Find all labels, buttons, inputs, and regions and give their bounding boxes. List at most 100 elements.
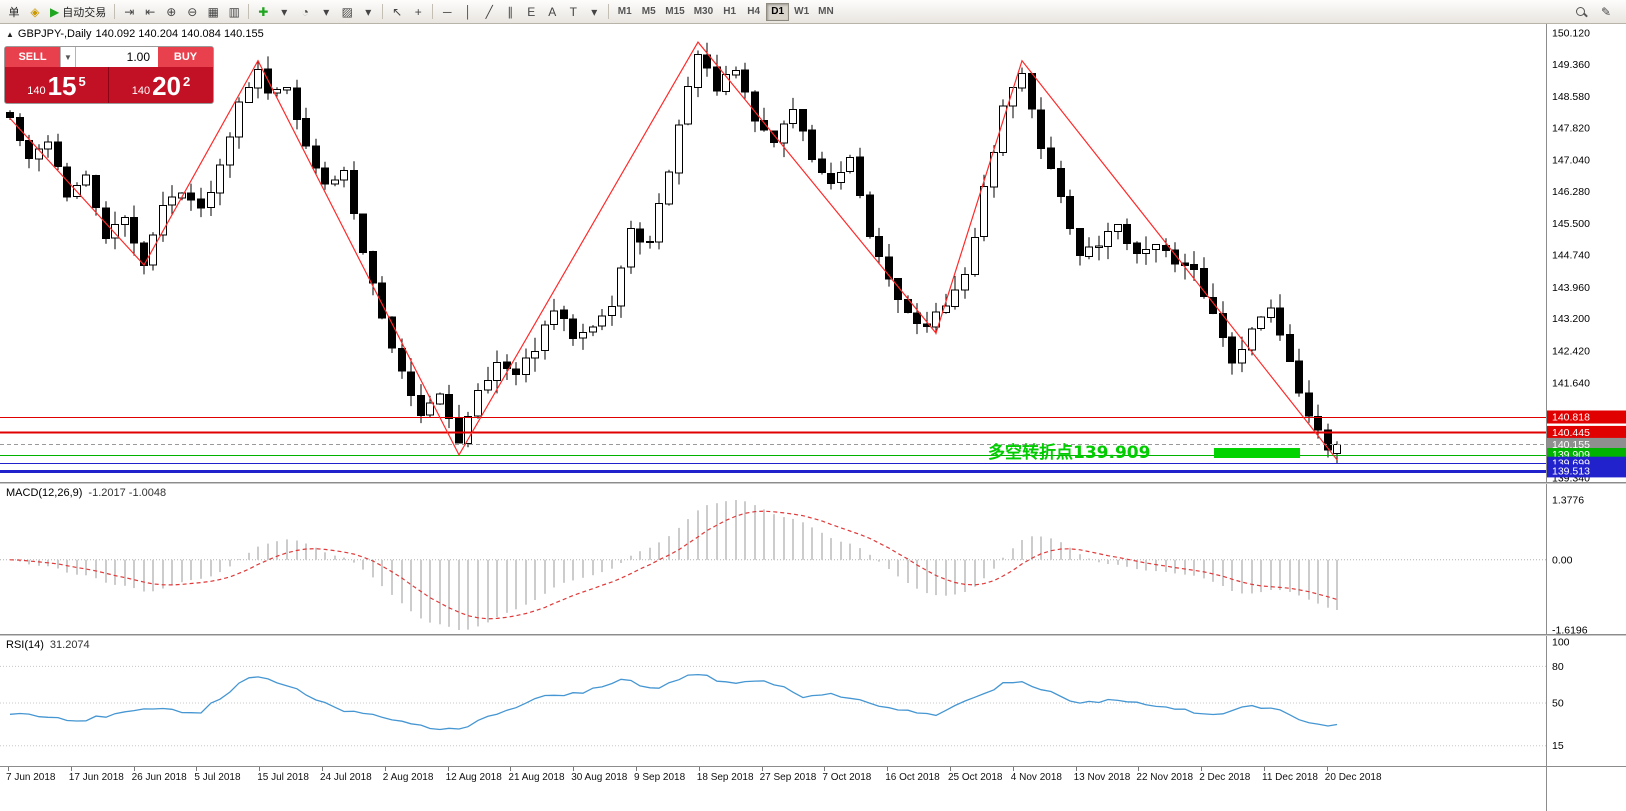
timeframe-button-h4[interactable]: H4 [747,6,761,17]
sell-price-button[interactable]: 140 15 5 [5,67,109,103]
cursor-icon[interactable]: ↖ [387,2,407,22]
tile-windows-icon[interactable]: ▥ [224,2,244,22]
channel-tool-icon: ∥ [507,4,514,19]
period-icon: ◔ [301,4,309,19]
price-tag-label: 140.445 [1552,427,1590,439]
panel-splitter[interactable] [0,482,1626,484]
date-tick [196,767,198,771]
toolbar-separator [114,4,116,19]
template-dropdown-icon: ▾ [365,4,372,19]
zoom-in-button[interactable]: ⊕ [161,2,181,22]
shapes-dropdown-icon: ▾ [591,4,598,19]
date-tick [510,767,512,771]
date-label: 5 Jul 2018 [194,772,241,783]
price-tick-label: 143.200 [1552,313,1590,325]
equidistant-tool-icon[interactable]: E [521,2,541,22]
trendline-tool-icon[interactable]: ╱ [479,2,499,22]
grid-icon: ▦ [207,4,219,19]
main-chart-panel[interactable]: 150.120 149.360 148.580 147.820 147.040 146.2… [0,24,1626,482]
toolbox-icon[interactable]: ◈ [25,2,45,22]
chart-shift-icon[interactable]: ⇥ [119,2,139,22]
new-order-button[interactable]: 单 [4,2,24,22]
rsi-panel[interactable]: 100 80 50 15 RSI(14) 31.2074 [0,636,1626,766]
toolbar-right-group: ✎ [1570,2,1622,22]
time-axis[interactable]: 7 Jun 2018 17 Jun 2018 26 Jun 2018 5 Jul 20… [0,766,1626,811]
autotrading-button-label: 自动交易 [62,6,107,19]
auto-scroll-icon[interactable]: ⇤ [140,2,160,22]
toolbar-separator [432,4,434,19]
timeframe-button-w1[interactable]: W1 [794,6,810,17]
price-tick-label: 147.820 [1552,122,1590,134]
vline-tool-icon[interactable]: │ [458,2,478,22]
add-indicator-button[interactable]: ✚ [253,2,273,22]
timeframe-button-d1[interactable]: D1 [766,2,790,21]
indicator-dropdown-icon[interactable]: ▾ [274,2,294,22]
rsi-chart-svg[interactable]: 100 80 50 15 [0,636,1626,766]
buy-price-button[interactable]: 140 20 2 [109,67,213,103]
zigzag-line[interactable] [9,41,1338,461]
timeframe-button-mn[interactable]: MN [818,6,834,17]
draw-button[interactable]: ✎ [1596,2,1616,22]
date-label: 22 Nov 2018 [1136,772,1194,783]
hline-tool-icon[interactable]: ─ [437,2,457,22]
label-tool-icon: T [569,4,577,19]
price-tick-label: 143.960 [1552,282,1590,294]
buy-button[interactable]: BUY [158,47,213,67]
date-label: 21 Aug 2018 [508,772,565,783]
macd-values: -1.2017 -1.0048 [88,487,167,499]
panel-splitter[interactable] [0,634,1626,636]
one-click-toggle-icon[interactable]: ▲ [6,29,14,39]
support-zone-rectangle[interactable] [1214,448,1300,458]
ohlc-values: 140.092 140.204 140.084 140.155 [95,28,264,40]
macd-axis-label: 0.00 [1552,554,1573,566]
date-label: 9 Sep 2018 [634,772,686,783]
volume-input[interactable]: 1.00 [76,47,158,67]
price-axis[interactable]: 150.120 149.360 148.580 147.820 147.040 146.2… [1547,28,1626,483]
price-chart-svg[interactable]: 150.120 149.360 148.580 147.820 147.040 146.2… [0,24,1626,482]
zoom-out-button[interactable]: ⊖ [182,2,202,22]
text-tool-icon[interactable]: A [542,2,562,22]
tile-windows-icon: ▥ [228,4,240,19]
template-dropdown-icon[interactable]: ▾ [358,2,378,22]
template-icon[interactable]: ▨ [337,2,357,22]
search-button[interactable] [1570,2,1590,22]
timeframe-button-m30[interactable]: M30 [693,6,714,17]
shapes-dropdown-icon[interactable]: ▾ [584,2,604,22]
timeframe-button-m5[interactable]: M5 [641,6,656,17]
date-label: 27 Sep 2018 [759,772,817,783]
macd-panel[interactable]: 1.3776 0.00 -1.6196 MACD(12,26,9) -1.2017 -… [0,484,1626,634]
grid-icon[interactable]: ▦ [203,2,223,22]
date-label: 7 Oct 2018 [822,772,872,783]
turning-point-annotation[interactable]: 多空转折点139.909 [988,443,1151,463]
volume-spinner[interactable]: ▼ [60,47,76,67]
toolbar-separator [248,4,250,19]
buy-price-big: 20 [152,71,182,101]
date-tick [70,767,72,771]
timeframe-button-m15[interactable]: M15 [665,6,685,17]
macd-chart-svg[interactable]: 1.3776 0.00 -1.6196 [0,484,1626,634]
macd-axis-label: 1.3776 [1552,495,1584,507]
rsi-axis-label: 15 [1552,740,1564,752]
price-tag-139.513 [1547,464,1626,478]
hline-tool-icon: ─ [442,4,452,19]
rsi-value: 31.2074 [49,639,90,651]
rsi-axis-label: 80 [1552,661,1564,673]
label-tool-icon[interactable]: T [563,2,583,22]
crosshair-icon[interactable]: + [408,2,428,22]
date-label: 16 Oct 2018 [885,772,940,783]
sell-button[interactable]: SELL [5,47,60,67]
date-label: 18 Sep 2018 [696,772,754,783]
period-icon[interactable]: ◔ [295,2,315,22]
date-label: 26 Jun 2018 [131,772,187,783]
text-tool-icon: A [548,4,557,19]
timeframe-button-m1[interactable]: M1 [617,6,632,17]
period-dropdown-icon[interactable]: ▾ [316,2,336,22]
date-tick [636,767,637,771]
timeframe-button-h1[interactable]: H1 [723,6,737,17]
zoom-out-icon: ⊖ [187,4,198,19]
price-tag-label: 140.818 [1552,412,1590,424]
sell-price-prefix: 140 [27,85,46,97]
autotrading-button[interactable]: ▶ 自动交易 [46,2,110,22]
candles [6,42,1341,464]
channel-tool-icon[interactable]: ∥ [500,2,520,22]
